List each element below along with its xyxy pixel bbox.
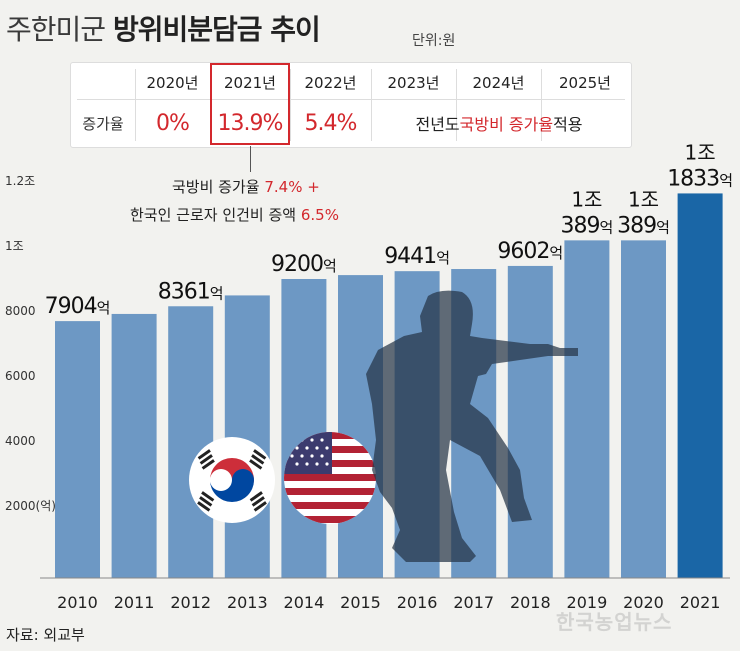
y-tick-label: 1.2조 <box>5 174 35 188</box>
bar-2018 <box>507 265 553 578</box>
x-tick-label: 2013 <box>227 593 268 612</box>
value-label-top: 1조 <box>685 140 716 164</box>
value-label-number: 7904 <box>45 294 97 319</box>
rate-note-post: 적용 <box>553 115 583 134</box>
value-label-top: 1조 <box>628 187 659 211</box>
value-label-suffix: 억 <box>323 257 337 275</box>
source-label: 자료: 외교부 <box>6 626 85 644</box>
watermark: 한국농업뉴스 <box>556 610 673 634</box>
year-header: 2024년 <box>472 73 525 92</box>
x-tick-label: 2011 <box>114 593 155 612</box>
value-label-top: 1조 <box>571 187 602 211</box>
rate-note: 전년도 국방비 증가율 적용 <box>371 101 627 145</box>
x-tick-label: 2019 <box>567 593 608 612</box>
table-divider <box>135 69 136 141</box>
callout-line-1-red: 7.4% + <box>264 178 320 196</box>
bar-chart: 2000(억) 4000 6000 8000 1조 1.2조 <box>5 140 733 612</box>
year-header: 2023년 <box>387 73 440 92</box>
table-divider <box>541 69 542 141</box>
year-header: 2021년 <box>224 73 276 92</box>
rate-value: 0% <box>156 110 190 136</box>
bar-2020 <box>621 240 666 579</box>
value-label: 9200억 <box>271 252 337 277</box>
value-label-suffix: 억 <box>210 284 224 302</box>
soldier-silhouette <box>366 290 578 562</box>
x-tick-label: 2016 <box>397 593 438 612</box>
rate-value-highlight: 13.9% <box>217 110 284 136</box>
rate-note-red: 국방비 증가율 <box>459 115 554 134</box>
value-label: 1833억 <box>667 166 733 191</box>
y-tick-label: 1조 <box>5 239 24 253</box>
callout-line-2: 한국인 근로자 인건비 증액 6.5% <box>130 204 339 225</box>
value-label: 389억 <box>617 213 670 238</box>
value-label-number: 8361 <box>158 279 210 304</box>
value-label: 9441억 <box>384 244 450 269</box>
bar-2019 <box>564 240 610 579</box>
increase-rate-table: 2020년 2021년 2022년 2023년 2024년 2025년 증가율 … <box>70 62 632 148</box>
value-label: 389억 <box>560 213 613 238</box>
value-label-number: 389 <box>560 213 599 238</box>
value-label: 9602억 <box>497 239 563 264</box>
value-label-suffix: 억 <box>599 218 613 236</box>
year-header: 2025년 <box>559 73 611 92</box>
year-header: 2022년 <box>304 73 357 92</box>
callout-line-2-red: 6.5% <box>300 206 339 224</box>
table-divider <box>290 69 291 141</box>
bar-2010 <box>55 321 100 578</box>
value-label: 7904억 <box>45 294 111 319</box>
bar-2011 <box>111 313 157 578</box>
value-label-number: 9200 <box>271 252 323 277</box>
value-label-suffix: 억 <box>656 218 670 236</box>
x-tick-label: 2021 <box>680 593 721 612</box>
value-label-suffix: 억 <box>97 299 111 317</box>
x-axis-labels: 2010 2011 2012 2013 2014 2015 2016 2017 2018 2019… <box>57 593 720 612</box>
x-tick-label: 2010 <box>57 593 98 612</box>
x-tick-label: 2020 <box>623 593 664 612</box>
flag-illustrations <box>189 432 376 524</box>
bar-2014 <box>281 279 327 578</box>
callout-line-1-prefix: 국방비 증가율 <box>172 178 265 196</box>
highlight-box <box>210 63 290 145</box>
value-label-number: 9441 <box>384 244 436 269</box>
title-light: 주한미군 <box>6 13 106 46</box>
title-bold: 방위비분담금 추이 <box>112 13 321 46</box>
page-title: 주한미군 방위비분담금 추이 <box>6 8 321 48</box>
value-label-suffix: 억 <box>436 249 450 267</box>
unit-label: 단위:원 <box>412 33 456 49</box>
callout-connector <box>250 146 251 172</box>
value-label-number: 1833 <box>667 166 719 191</box>
rate-note-pre: 전년도 <box>415 115 460 134</box>
year-header: 2020년 <box>146 73 199 92</box>
callout-line-1: 국방비 증가율 7.4% + <box>172 176 320 197</box>
table-divider <box>456 69 457 141</box>
bar-2012 <box>168 306 214 578</box>
value-label-suffix: 억 <box>549 244 563 262</box>
y-tick-label: 6000 <box>5 369 36 383</box>
rate-value: 5.4% <box>304 110 358 136</box>
y-tick-label: 2000(억) <box>5 499 56 513</box>
x-tick-label: 2012 <box>170 593 211 612</box>
y-tick-label: 8000 <box>5 304 36 318</box>
x-tick-label: 2014 <box>284 593 325 612</box>
table-divider <box>77 99 625 100</box>
value-label-suffix: 억 <box>719 171 733 189</box>
x-tick-label: 2015 <box>340 593 381 612</box>
table-divider <box>371 69 372 141</box>
callout-line-2-prefix: 한국인 근로자 인건비 증액 <box>130 206 301 224</box>
bar-2021 <box>677 193 723 579</box>
y-axis-ticks: 2000(억) 4000 6000 8000 1조 1.2조 <box>5 174 56 513</box>
value-label: 8361억 <box>158 279 224 304</box>
y-tick-label: 4000 <box>5 434 36 448</box>
bar-2013 <box>224 295 270 578</box>
row-label: 증가율 <box>82 114 124 133</box>
korea-flag-icon <box>189 437 275 523</box>
value-label-number: 9602 <box>497 239 549 264</box>
x-tick-label: 2017 <box>453 593 494 612</box>
value-label-number: 389 <box>617 213 656 238</box>
x-tick-label: 2018 <box>510 593 551 612</box>
usa-flag-icon <box>284 432 376 524</box>
